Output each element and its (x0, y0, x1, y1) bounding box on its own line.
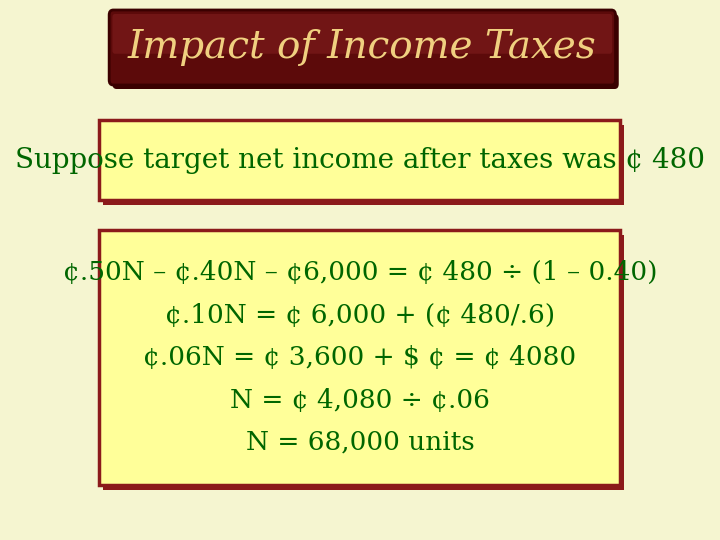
FancyBboxPatch shape (99, 120, 621, 200)
FancyBboxPatch shape (112, 14, 612, 54)
FancyBboxPatch shape (109, 10, 616, 85)
FancyBboxPatch shape (104, 125, 624, 205)
FancyBboxPatch shape (112, 14, 618, 89)
Text: ¢.10N = ¢ 6,000 + (¢ 480/.6): ¢.10N = ¢ 6,000 + (¢ 480/.6) (165, 302, 555, 327)
FancyBboxPatch shape (99, 230, 621, 485)
Text: ¢.06N = ¢ 3,600 + $ ¢ = ¢ 4080: ¢.06N = ¢ 3,600 + $ ¢ = ¢ 4080 (143, 345, 577, 370)
Text: N = ¢ 4,080 ÷ ¢.06: N = ¢ 4,080 ÷ ¢.06 (230, 388, 490, 413)
Text: N = 68,000 units: N = 68,000 units (246, 430, 474, 455)
Text: Impact of Income Taxes: Impact of Income Taxes (128, 29, 597, 66)
Text: Suppose target net income after taxes was ¢ 480: Suppose target net income after taxes wa… (15, 146, 705, 173)
Text: ¢.50N – ¢.40N – ¢6,000 = ¢ 480 ÷ (1 – 0.40): ¢.50N – ¢.40N – ¢6,000 = ¢ 480 ÷ (1 – 0.… (63, 260, 657, 285)
FancyBboxPatch shape (104, 235, 624, 490)
